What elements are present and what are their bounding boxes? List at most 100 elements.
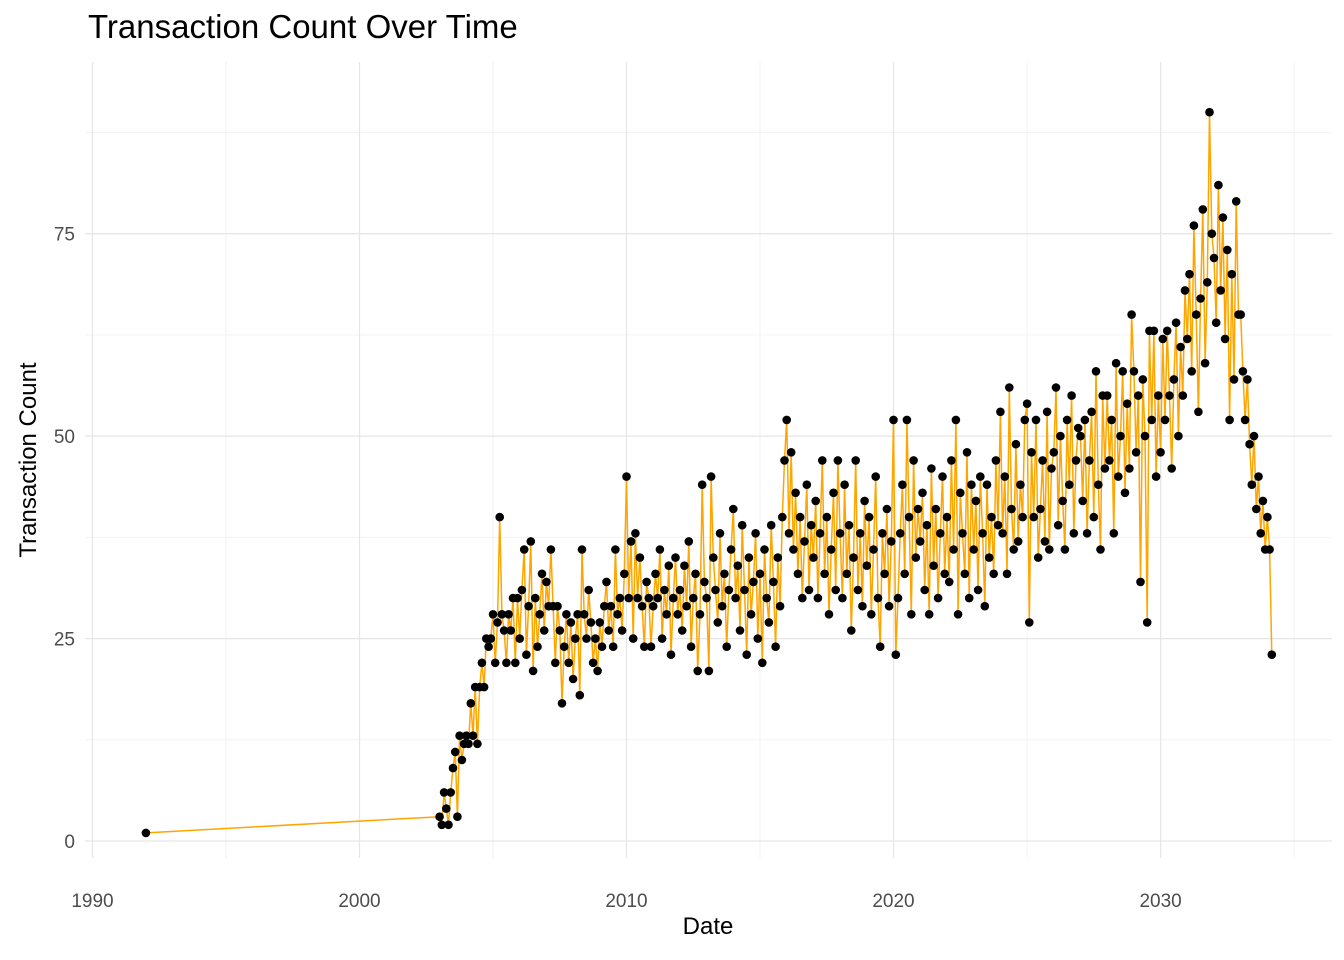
data-point bbox=[575, 690, 585, 700]
data-point bbox=[764, 618, 774, 627]
data-point bbox=[1031, 415, 1041, 425]
data-point bbox=[1058, 496, 1067, 506]
data-point bbox=[933, 593, 943, 603]
data-point bbox=[617, 626, 627, 635]
data-point bbox=[588, 658, 598, 668]
data-point bbox=[684, 537, 694, 546]
data-point bbox=[746, 610, 756, 619]
data-point bbox=[1171, 318, 1181, 328]
x-tick-label: 2010 bbox=[605, 891, 647, 912]
data-point bbox=[664, 561, 674, 570]
data-point bbox=[755, 569, 765, 579]
data-point bbox=[936, 529, 945, 538]
data-point bbox=[711, 585, 720, 595]
data-point bbox=[1042, 407, 1052, 417]
data-point bbox=[771, 642, 780, 651]
data-point bbox=[671, 553, 680, 562]
data-point bbox=[613, 610, 622, 619]
data-point bbox=[1067, 391, 1076, 400]
data-point bbox=[1154, 391, 1163, 400]
data-point bbox=[967, 480, 976, 490]
data-point bbox=[577, 545, 587, 554]
data-point bbox=[657, 634, 667, 643]
data-point bbox=[1007, 504, 1016, 514]
data-point bbox=[742, 650, 751, 659]
data-point bbox=[893, 593, 903, 603]
data-point bbox=[989, 569, 998, 579]
x-axis-title: Date bbox=[682, 913, 734, 940]
data-point bbox=[998, 529, 1007, 538]
y-tick-label: 25 bbox=[54, 630, 75, 651]
data-point bbox=[493, 618, 502, 627]
data-point bbox=[811, 496, 820, 506]
data-point bbox=[976, 472, 985, 481]
data-point bbox=[1040, 537, 1050, 546]
series-line bbox=[145, 111, 1273, 834]
data-point bbox=[956, 488, 965, 498]
data-point bbox=[735, 626, 745, 635]
data-point bbox=[655, 545, 665, 554]
data-point bbox=[495, 512, 505, 522]
data-point bbox=[439, 788, 449, 797]
data-point bbox=[1211, 318, 1221, 328]
data-point bbox=[559, 642, 569, 651]
data-point bbox=[700, 577, 709, 587]
data-point bbox=[758, 658, 767, 668]
data-point bbox=[1243, 375, 1252, 384]
data-point bbox=[751, 529, 760, 538]
data-point bbox=[1160, 415, 1170, 425]
data-point bbox=[709, 553, 718, 562]
data-point bbox=[535, 610, 544, 619]
data-point bbox=[824, 610, 834, 619]
data-point bbox=[1240, 415, 1250, 425]
data-point bbox=[1049, 448, 1059, 457]
data-point bbox=[490, 658, 500, 668]
data-point bbox=[784, 529, 794, 538]
data-point bbox=[706, 472, 716, 481]
data-point bbox=[1016, 480, 1025, 490]
data-point bbox=[911, 553, 921, 562]
data-point bbox=[851, 456, 860, 465]
data-point bbox=[1071, 456, 1081, 465]
data-point bbox=[838, 593, 847, 603]
data-point bbox=[660, 585, 669, 595]
data-point bbox=[793, 569, 803, 579]
data-point bbox=[978, 529, 987, 538]
data-point bbox=[1102, 391, 1112, 400]
data-point bbox=[713, 618, 723, 627]
data-point bbox=[633, 593, 642, 603]
data-point bbox=[637, 601, 647, 611]
data-point bbox=[682, 601, 691, 611]
data-point bbox=[1094, 480, 1103, 490]
x-tick-label: 2030 bbox=[1139, 891, 1181, 912]
data-point bbox=[1151, 472, 1161, 481]
data-point bbox=[809, 553, 818, 562]
data-point bbox=[553, 601, 562, 611]
data-point bbox=[506, 626, 516, 635]
data-point bbox=[1247, 480, 1257, 490]
data-point bbox=[882, 504, 892, 514]
data-point bbox=[1174, 431, 1183, 441]
data-point bbox=[1027, 448, 1036, 457]
data-point bbox=[651, 569, 660, 579]
data-point bbox=[600, 601, 609, 611]
data-point bbox=[1078, 496, 1087, 506]
data-point bbox=[909, 456, 918, 465]
data-point bbox=[1256, 529, 1265, 538]
data-point bbox=[444, 820, 453, 830]
data-point bbox=[849, 553, 858, 562]
data-point bbox=[546, 545, 556, 554]
data-point bbox=[448, 763, 458, 773]
data-point bbox=[737, 520, 747, 530]
data-point bbox=[1189, 221, 1199, 230]
data-point bbox=[695, 610, 705, 619]
data-point bbox=[566, 618, 576, 627]
data-point bbox=[519, 545, 529, 554]
data-point bbox=[815, 529, 825, 538]
data-point bbox=[898, 480, 907, 490]
data-point bbox=[1156, 448, 1165, 457]
data-point bbox=[860, 496, 869, 506]
data-point bbox=[479, 682, 489, 692]
data-point bbox=[1252, 504, 1261, 514]
